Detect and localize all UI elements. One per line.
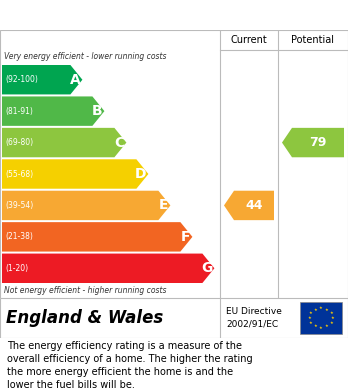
Polygon shape bbox=[2, 159, 148, 189]
Text: ★: ★ bbox=[313, 324, 317, 328]
Polygon shape bbox=[224, 191, 274, 220]
Polygon shape bbox=[282, 128, 344, 157]
Text: ★: ★ bbox=[325, 324, 329, 328]
Polygon shape bbox=[2, 97, 104, 126]
Polygon shape bbox=[2, 254, 214, 283]
Text: E: E bbox=[159, 198, 168, 212]
Text: C: C bbox=[114, 136, 124, 150]
Text: (69-80): (69-80) bbox=[5, 138, 33, 147]
Text: ★: ★ bbox=[309, 321, 313, 325]
Text: (81-91): (81-91) bbox=[5, 107, 33, 116]
Text: Very energy efficient - lower running costs: Very energy efficient - lower running co… bbox=[4, 52, 166, 61]
Text: G: G bbox=[201, 261, 212, 275]
Text: ★: ★ bbox=[313, 308, 317, 312]
Text: Not energy efficient - higher running costs: Not energy efficient - higher running co… bbox=[4, 286, 166, 295]
Text: (39-54): (39-54) bbox=[5, 201, 33, 210]
Text: ★: ★ bbox=[329, 321, 333, 325]
Text: ★: ★ bbox=[309, 311, 313, 315]
Text: ★: ★ bbox=[331, 316, 335, 320]
Text: ★: ★ bbox=[307, 316, 311, 320]
Text: Energy Efficiency Rating: Energy Efficiency Rating bbox=[9, 7, 219, 23]
Text: England & Wales: England & Wales bbox=[6, 309, 163, 327]
Polygon shape bbox=[2, 65, 82, 95]
Text: Potential: Potential bbox=[292, 35, 334, 45]
Text: ★: ★ bbox=[319, 326, 323, 330]
Polygon shape bbox=[2, 191, 171, 220]
Bar bbox=[300, 302, 342, 334]
Text: ★: ★ bbox=[329, 311, 333, 315]
Text: 44: 44 bbox=[245, 199, 263, 212]
Text: Current: Current bbox=[231, 35, 267, 45]
Text: A: A bbox=[70, 73, 80, 87]
Text: (21-38): (21-38) bbox=[5, 232, 33, 241]
Text: EU Directive: EU Directive bbox=[226, 307, 282, 316]
Text: (1-20): (1-20) bbox=[5, 264, 28, 273]
Text: 2002/91/EC: 2002/91/EC bbox=[226, 319, 278, 328]
Text: B: B bbox=[92, 104, 102, 118]
Text: The energy efficiency rating is a measure of the
overall efficiency of a home. T: The energy efficiency rating is a measur… bbox=[7, 341, 253, 390]
Text: (92-100): (92-100) bbox=[5, 75, 38, 84]
Polygon shape bbox=[2, 222, 192, 251]
Text: 79: 79 bbox=[309, 136, 327, 149]
Text: (55-68): (55-68) bbox=[5, 170, 33, 179]
Text: ★: ★ bbox=[325, 308, 329, 312]
Text: F: F bbox=[181, 230, 190, 244]
Text: D: D bbox=[135, 167, 147, 181]
Polygon shape bbox=[2, 128, 126, 157]
Text: ★: ★ bbox=[319, 307, 323, 310]
